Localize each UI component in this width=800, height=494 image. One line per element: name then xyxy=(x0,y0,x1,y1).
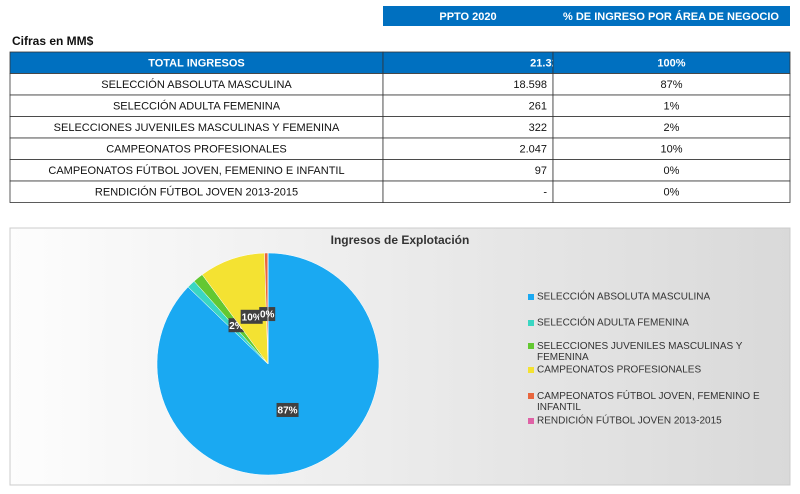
cell-text: 100% xyxy=(657,58,685,70)
legend-swatch xyxy=(528,343,534,349)
table-cell xyxy=(382,94,554,117)
table-cell xyxy=(382,180,554,203)
header-col: PPTO 2020 xyxy=(439,11,496,23)
value-label: 10% xyxy=(242,312,262,323)
pie: 87% 2%10%0% SELECCIÓN ABSOLUTA MASCULINA SE… xyxy=(156,252,760,476)
cell-text: 0% xyxy=(664,187,680,199)
header-bar xyxy=(383,6,790,26)
table: TOTAL INGRESOS 21.325 100%SELECCIÓN ABSOLU… xyxy=(9,51,791,203)
value-label: 0% xyxy=(260,310,275,321)
cell-text: CAMPEONATOS FÚTBOL JOVEN, FEMENINO E INF… xyxy=(48,164,344,177)
cell-text: 97 xyxy=(535,165,547,177)
chart-title: Ingresos de Explotación xyxy=(331,233,470,247)
label-box xyxy=(240,309,263,324)
legend-label: CAMPEONATOS FÚTBOL JOVEN, FEMENINO E INFA… xyxy=(537,389,760,413)
legend-swatch xyxy=(528,393,534,399)
cell-text: SELECCIÓN ABSOLUTA MASCULINA xyxy=(101,78,292,91)
legend-label: SELECCIÓN ABSOLUTA MASCULINA xyxy=(537,290,711,303)
chart-box xyxy=(9,227,791,486)
cell-text: - xyxy=(543,187,547,199)
legend-label: SELECCIÓN ADULTA FEMENINA xyxy=(537,316,689,329)
cell-text: 322 xyxy=(529,122,547,134)
legend-swatch xyxy=(528,294,534,300)
cell-text: 87% xyxy=(660,79,682,91)
cell-text: 1% xyxy=(664,101,680,113)
label-box xyxy=(259,307,276,322)
table-cell xyxy=(382,116,554,139)
units: Cifras en MM$ xyxy=(12,34,94,48)
value-label: 87% xyxy=(278,406,298,417)
legend-swatch xyxy=(528,418,534,424)
header-col: % DE INGRESO POR ÁREA DE NEGOCIO xyxy=(563,10,779,23)
legend-label: CAMPEONATOS PROFESIONALES xyxy=(537,365,701,376)
value-label: 2% xyxy=(229,321,244,332)
cell-text: 0% xyxy=(664,165,680,177)
table-cell xyxy=(382,159,554,182)
legend-swatch xyxy=(528,320,534,326)
legend-label: RENDICIÓN FÚTBOL JOVEN 2013-2015 xyxy=(537,414,722,427)
label-box xyxy=(276,402,299,417)
cell-text: 18.598 xyxy=(513,79,547,91)
table-cell xyxy=(382,51,554,74)
cell-text: 2.047 xyxy=(519,144,547,156)
cell-text: 2% xyxy=(664,122,680,134)
cell-text: 10% xyxy=(660,144,682,156)
table-cell xyxy=(552,180,791,203)
legend-label: SELECCIONES JUVENILES MASCULINAS Y FEMENI… xyxy=(537,341,743,363)
legend-swatch xyxy=(528,367,534,373)
cell-text: SELECCIÓN ADULTA FEMENINA xyxy=(113,100,281,113)
cell-text: SELECCIONES JUVENILES MASCULINAS Y FEMEN… xyxy=(54,122,340,134)
cell-text: RENDICIÓN FÚTBOL JOVEN 2013-2015 xyxy=(95,186,298,199)
cell-text: 261 xyxy=(529,101,547,113)
cell-text: CAMPEONATOS PROFESIONALES xyxy=(106,144,287,156)
cell-text: TOTAL INGRESOS xyxy=(148,58,245,70)
